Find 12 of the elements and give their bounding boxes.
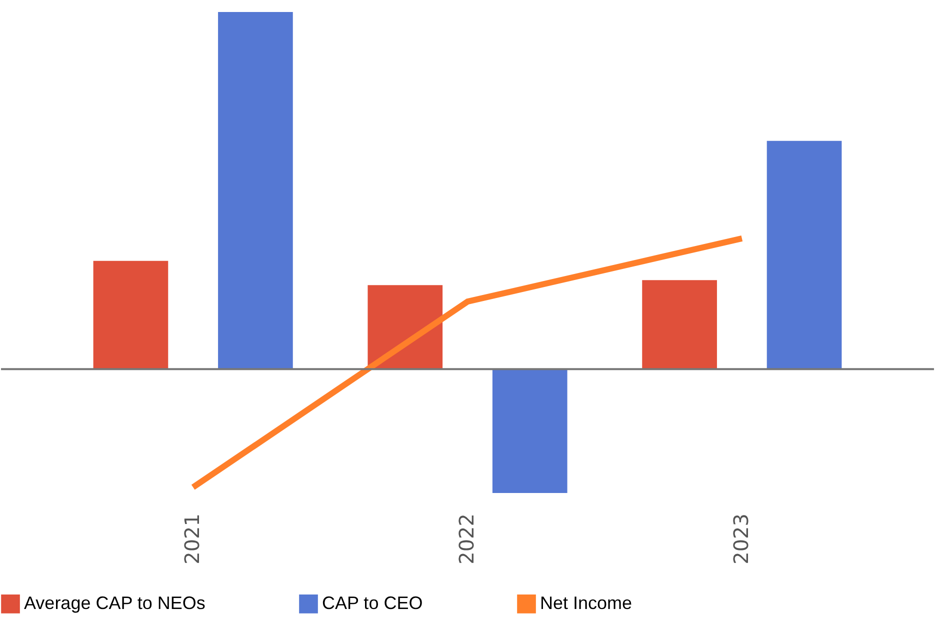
legend-label: Average CAP to NEOs [24, 592, 206, 613]
bar [93, 260, 168, 370]
bar [368, 285, 443, 370]
x-tick-label: 2022 [454, 514, 478, 564]
bar [218, 12, 293, 370]
x-tick-label: 2021 [180, 514, 204, 564]
legend-label: Net Income [540, 592, 632, 613]
bar [642, 280, 717, 370]
legend-label: CAP to CEO [322, 592, 423, 613]
bar [492, 369, 568, 493]
bar [766, 140, 842, 370]
x-tick-label: 2023 [728, 514, 753, 564]
